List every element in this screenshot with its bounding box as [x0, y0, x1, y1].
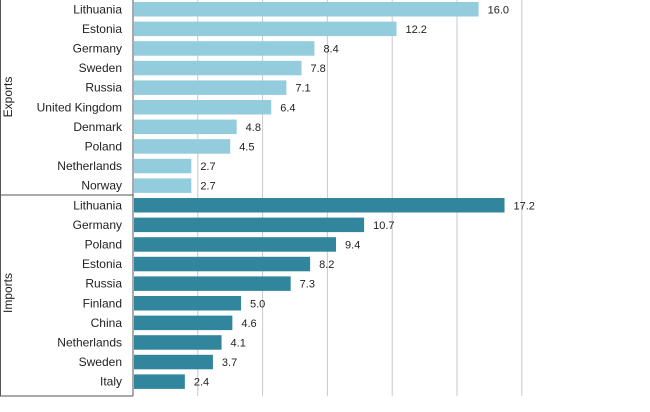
bar: [134, 2, 479, 17]
value-label: 12.2: [406, 24, 427, 36]
bar: [134, 158, 192, 174]
value-label: 7.8: [310, 63, 325, 75]
bar: [134, 139, 231, 154]
category-label: Norway: [81, 179, 122, 193]
category-label: Russia: [85, 81, 122, 95]
category-label: Poland: [85, 139, 122, 153]
category-label: Sweden: [79, 61, 122, 75]
value-label: 4.5: [239, 141, 254, 153]
value-label: 8.4: [323, 43, 338, 55]
bar: [134, 374, 185, 389]
bar: [134, 198, 505, 213]
category-label: Italy: [100, 375, 122, 389]
category-label: Estonia: [82, 22, 122, 36]
category-label: Netherlands: [57, 159, 122, 173]
bar: [134, 100, 272, 115]
value-label: 10.7: [373, 220, 394, 232]
value-label: 5.0: [250, 298, 265, 310]
bar: [134, 335, 222, 350]
value-label: 16.0: [488, 4, 509, 16]
value-label: 4.1: [231, 337, 246, 349]
value-label: 7.3: [300, 279, 315, 291]
category-label: Netherlands: [57, 335, 122, 349]
value-label: 6.4: [280, 102, 295, 114]
value-label: 2.4: [194, 377, 209, 389]
bar: [134, 41, 315, 56]
bar: [134, 178, 192, 193]
value-label: 2.7: [200, 161, 215, 173]
bar: [134, 256, 311, 272]
value-label: 9.4: [345, 239, 360, 251]
bar: [134, 354, 213, 370]
category-label: Sweden: [79, 355, 122, 369]
category-label: Estonia: [82, 257, 122, 271]
category-label: United Kingdom: [37, 100, 122, 114]
bar: [134, 119, 237, 135]
value-label: 8.2: [319, 259, 334, 271]
category-label: Denmark: [73, 120, 123, 134]
category-label: Lithuania: [73, 2, 122, 16]
bar: [134, 60, 302, 76]
value-label: 7.1: [295, 83, 310, 95]
bar: [134, 276, 291, 291]
value-label: 4.8: [246, 122, 261, 134]
bar: [134, 237, 337, 252]
value-label: 3.7: [222, 357, 237, 369]
group-label: Imports: [1, 273, 15, 313]
category-label: China: [91, 316, 123, 330]
bar: [134, 315, 233, 331]
category-label: Poland: [85, 237, 122, 251]
category-label: Germany: [73, 41, 122, 55]
bar: [134, 217, 365, 233]
value-label: 2.7: [200, 181, 215, 193]
category-label: Germany: [73, 218, 122, 232]
bar: [134, 80, 287, 95]
category-label: Finland: [83, 296, 122, 310]
value-label: 17.2: [514, 200, 535, 212]
group-label: Exports: [1, 77, 15, 118]
value-label: 4.6: [241, 318, 256, 330]
bar: [134, 21, 397, 37]
bar: [134, 296, 241, 311]
category-label: Lithuania: [73, 198, 122, 212]
category-label: Russia: [85, 277, 122, 291]
